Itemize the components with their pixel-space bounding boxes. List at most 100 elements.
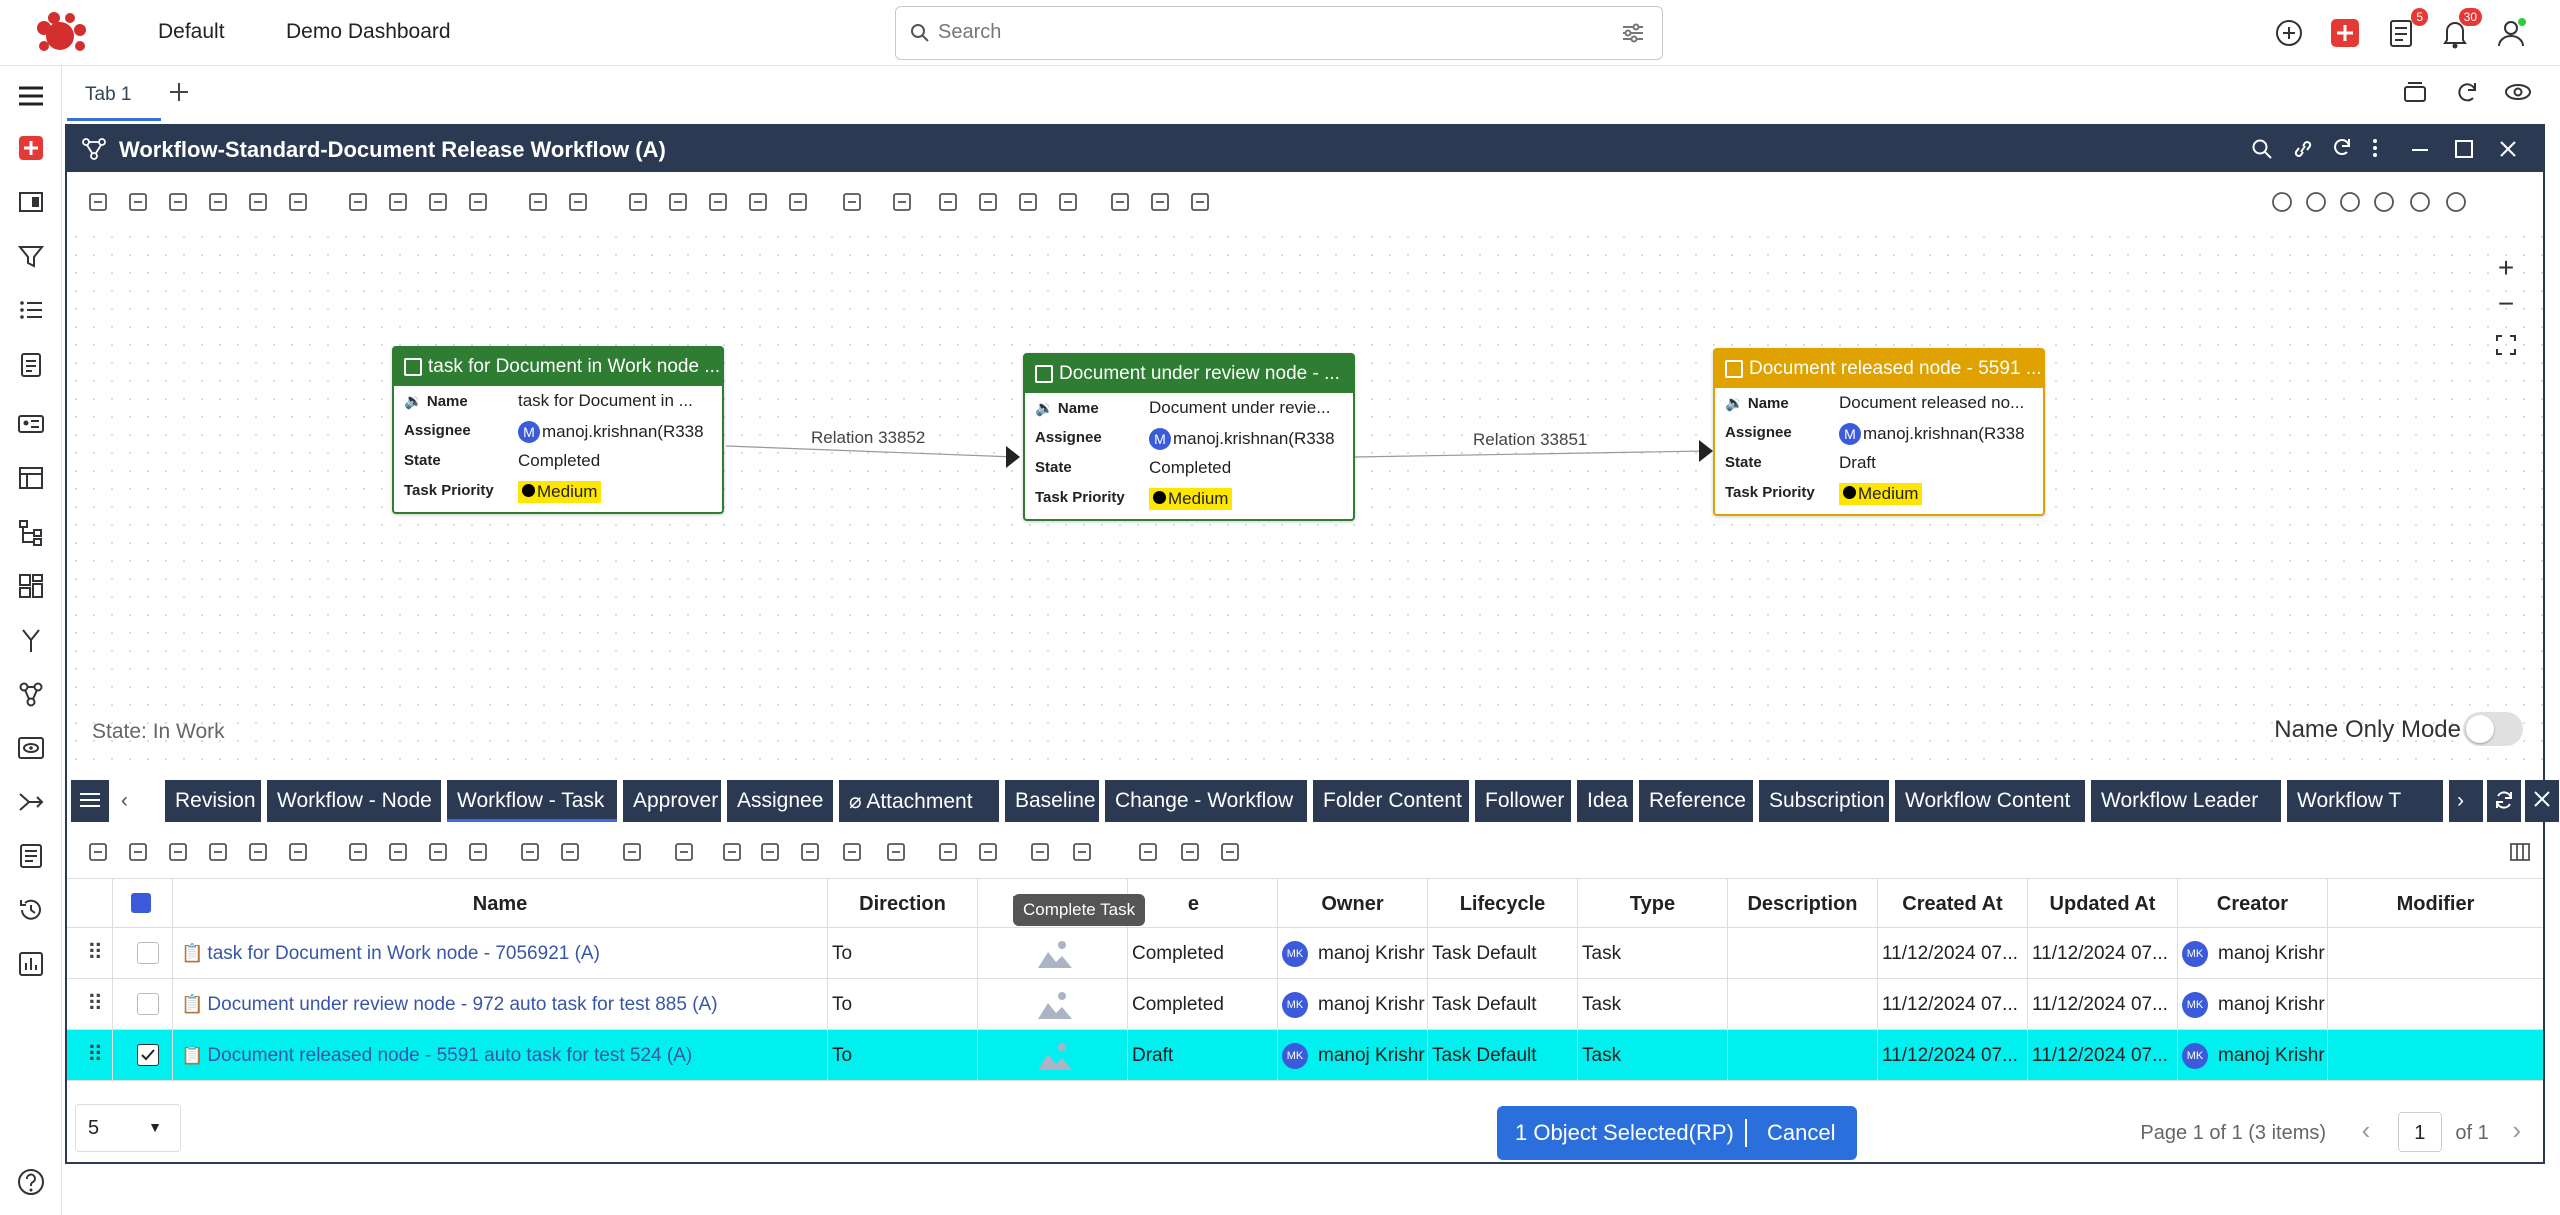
eye-icon[interactable] [2503,78,2533,106]
duplicate-icon[interactable] [1187,189,1213,215]
panel-icon[interactable] [15,186,47,218]
header-modifier[interactable]: Modifier [2396,893,2475,915]
tab-folder-content[interactable]: Folder Content [1313,780,1469,822]
table-icon[interactable] [15,462,47,494]
refresh-icon[interactable] [2453,78,2481,106]
branch-icon[interactable] [15,624,47,656]
hierarchy-icon[interactable] [15,516,47,548]
prev-page-button[interactable]: ‹ [2361,1115,2371,1145]
close-icon[interactable] [2497,138,2519,160]
user-profile-button[interactable] [2494,16,2528,50]
search-input[interactable]: Search [938,21,1002,43]
workflow-node[interactable]: Document released node - 5591 ... 🔉 Name… [1713,348,2045,516]
stop-icon[interactable] [1069,839,1095,865]
swap-icon[interactable] [719,839,745,865]
minimize-icon[interactable] [2409,138,2431,160]
tab-workflow-node[interactable]: Workflow - Node [267,780,441,822]
copy-icon[interactable] [385,189,411,215]
erase-icon[interactable] [205,189,231,215]
row-name-link[interactable]: 📋 Document released node - 5591 auto task… [173,1030,828,1081]
tab-follower[interactable]: Follower [1475,780,1571,822]
view-icon[interactable] [15,732,47,764]
add-circle-icon[interactable] [2272,16,2306,50]
panel-action-icon[interactable] [2371,189,2397,215]
stack-icon[interactable] [2401,78,2429,106]
delete-icon[interactable] [245,189,271,215]
add-circle-icon[interactable] [785,189,811,215]
merge-icon[interactable] [745,189,771,215]
tab-attachment[interactable]: ⌀ Attachment [839,780,999,822]
relation-label[interactable]: Relation 33851 [1473,430,1588,449]
dashboard-selector[interactable]: Demo Dashboard [286,20,451,43]
paste-special-icon[interactable] [465,189,491,215]
tab-revision[interactable]: Revision [165,780,261,822]
table-row[interactable]: ⠿ 📋 task for Document in Work node - 70569… [67,928,2543,979]
paste-icon[interactable] [425,839,451,865]
save-icon[interactable] [165,189,191,215]
row-name-link[interactable]: 📋 task for Document in Work node - 705692… [173,928,828,979]
tasks-button[interactable]: 5 [2384,8,2428,50]
copy-add-icon[interactable] [285,189,311,215]
bell-icon[interactable] [1147,189,1173,215]
analytics-icon[interactable] [15,948,47,980]
report-icon[interactable] [15,840,47,872]
tab-workflow-task[interactable]: Workflow - Task [447,780,617,822]
header-type[interactable]: Type [1578,879,1728,929]
tabs-close-button[interactable] [2525,780,2559,822]
bell-icon[interactable] [1177,839,1203,865]
link-icon[interactable] [2291,138,2315,160]
drag-handle-icon[interactable]: ⠿ [87,1042,104,1067]
reload-icon[interactable] [2331,136,2353,158]
tab-approver[interactable]: Approver [623,780,721,822]
drag-handle-icon[interactable]: ⠿ [87,991,104,1016]
header-lifecycle[interactable]: Lifecycle [1428,879,1578,929]
tab-workflow-leader[interactable]: Workflow Leader [2091,780,2281,822]
tab-1[interactable]: Tab 1 [85,84,132,105]
print-icon[interactable] [525,189,551,215]
copy-add-icon[interactable] [285,839,311,865]
relation-label[interactable]: Relation 33852 [811,428,926,447]
table-row[interactable]: ⠿ 📋 Document under review node - 972 auto … [67,979,2543,1030]
upload-icon[interactable] [625,189,651,215]
next-page-button[interactable]: › [2512,1115,2521,1145]
panel-action-icon[interactable] [2269,189,2295,215]
workflow-node[interactable]: task for Document in Work node ... 🔉 Nam… [392,346,724,514]
tab-reference[interactable]: Reference [1639,780,1753,822]
export-icon[interactable] [883,839,909,865]
edit-icon[interactable] [125,839,151,865]
zoom-out-button[interactable]: − [2497,288,2515,319]
page-size-select[interactable]: 5 ▼ [75,1104,181,1152]
menu-icon[interactable] [15,80,47,112]
node-checkbox[interactable] [404,358,422,376]
row-checkbox[interactable] [137,1044,159,1066]
workflow-node[interactable]: Document under review node - ... 🔉 Name D… [1023,353,1355,521]
create-new-icon[interactable] [2328,16,2362,50]
add-tab-icon[interactable] [167,80,191,104]
select-all-checkbox[interactable] [131,893,151,913]
tab-assignee[interactable]: Assignee [727,780,833,822]
share-icon[interactable] [839,189,865,215]
play-icon[interactable] [935,839,961,865]
step-icon[interactable] [975,839,1001,865]
edit-icon[interactable] [125,189,151,215]
selection-count[interactable]: 1 Object Selected(RP) [1515,1120,1734,1145]
step-icon[interactable] [975,189,1001,215]
name-only-mode-toggle[interactable] [2463,712,2523,746]
add-circle-icon[interactable] [797,839,823,865]
id-card-icon[interactable] [15,408,47,440]
header-updated-at[interactable]: Updated At [2028,879,2178,929]
history-icon[interactable] [15,894,47,926]
tab-workflow-t[interactable]: Workflow T [2287,780,2443,822]
row-name-link[interactable]: 📋 Document under review node - 972 auto t… [173,979,828,1030]
delete-icon[interactable] [245,839,271,865]
search-icon[interactable] [2251,138,2273,160]
lock-icon[interactable] [565,189,591,215]
filter-settings-icon[interactable] [1622,23,1644,43]
add-object-icon[interactable] [15,132,47,164]
workspace-selector[interactable]: Default [158,20,225,43]
node-checkbox[interactable] [1725,360,1743,378]
header-description[interactable]: Description [1728,879,1878,929]
share-icon[interactable] [839,839,865,865]
merge-icon[interactable] [757,839,783,865]
pause-icon[interactable] [1027,839,1053,865]
